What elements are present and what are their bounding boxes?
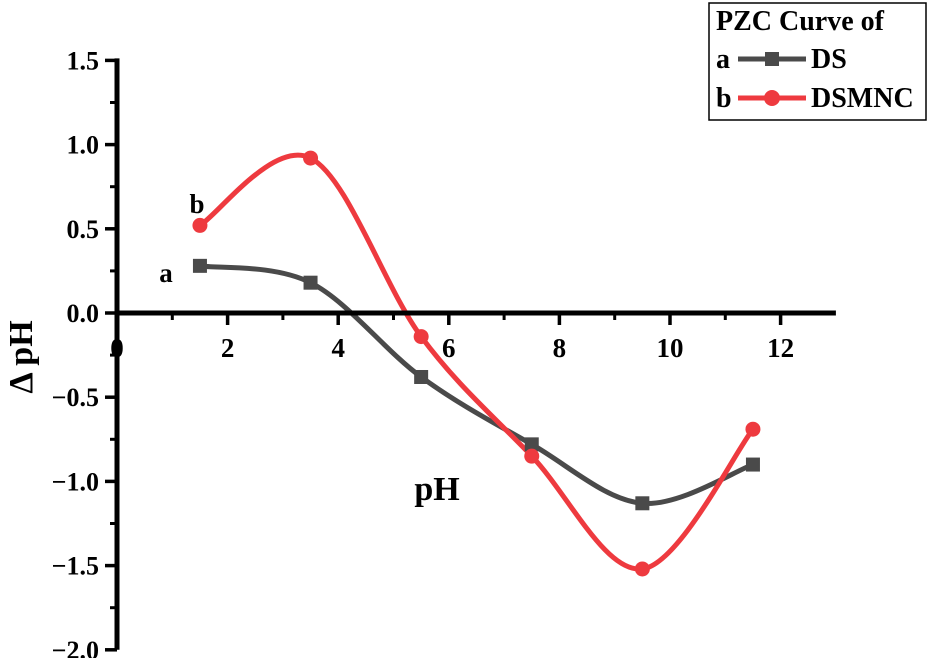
y-tick-label: −2.0	[52, 636, 99, 658]
x-tick-label: 10	[657, 333, 684, 363]
x-tick-label: 6	[442, 333, 456, 363]
data-point-ds	[524, 437, 539, 452]
y-tick-label: −1.0	[52, 467, 99, 496]
data-point-ds	[635, 496, 650, 511]
data-point-dsmnc	[524, 448, 540, 464]
axes-layer: 1.5 1.0 0.5 0.0 −0.5 −1.0 −1.5 −2.0 0 2 4 6 8 10 12	[52, 46, 836, 658]
legend-title: PZC Curve of	[716, 6, 885, 37]
data-point-ds	[192, 258, 207, 273]
data-point-dsmnc	[745, 421, 761, 437]
y-tick-label: −1.5	[52, 552, 99, 581]
legend-label-dsmnc: DSMNC	[811, 83, 914, 114]
data-point-dsmnc	[303, 150, 319, 166]
data-point-ds	[303, 275, 318, 290]
legend-tag-a: a	[716, 44, 730, 75]
data-point-dsmnc	[192, 217, 208, 233]
x-tick-label: 4	[331, 333, 345, 363]
data-point-ds	[745, 457, 760, 472]
y-axis-title: Δ pH	[3, 320, 40, 393]
x-axis-title: pH	[414, 471, 459, 508]
data-point-dsmnc	[413, 329, 429, 345]
legend-marker-ds	[765, 52, 779, 66]
legend-marker-dsmnc	[764, 90, 780, 106]
y-tick-label: 1.5	[67, 46, 100, 75]
legend-tag-b: b	[716, 83, 732, 114]
curve-tag-a: a	[159, 258, 173, 288]
y-tick-label: 0.5	[67, 215, 100, 244]
markers-layer	[192, 150, 761, 577]
x-tick-label: 8	[553, 333, 567, 363]
x-tick-label: 2	[221, 333, 235, 363]
series-line-dsmnc	[197, 152, 756, 572]
x-tick-label: 0	[110, 333, 124, 363]
legend-label-ds: DS	[811, 44, 847, 75]
y-tick-label: 0.0	[67, 299, 100, 328]
data-point-dsmnc	[634, 561, 650, 577]
data-point-ds	[414, 369, 429, 384]
y-tick-label: 1.0	[67, 131, 100, 160]
x-tick-label: 12	[767, 333, 794, 363]
y-tick-label: −0.5	[52, 383, 99, 412]
series-line-ds	[197, 263, 756, 506]
curve-tag-b: b	[189, 189, 204, 219]
legend: PZC Curve of a DS b DSMNC	[708, 2, 927, 121]
